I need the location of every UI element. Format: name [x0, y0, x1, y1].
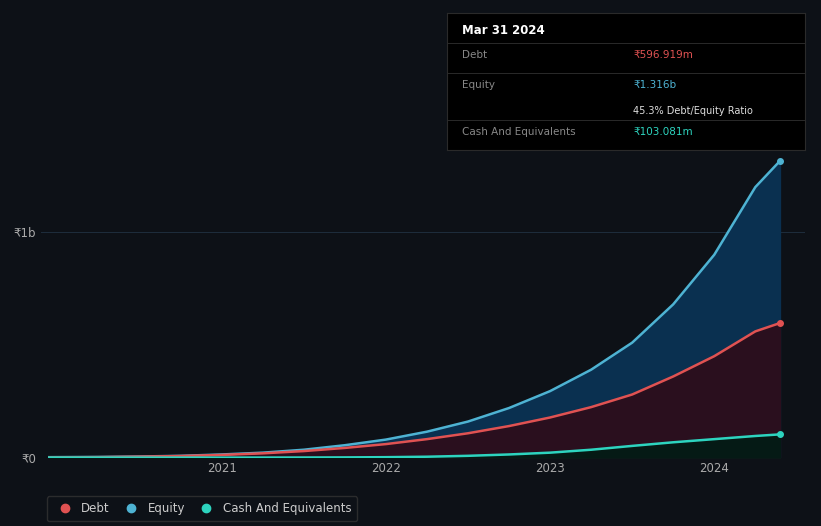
- Text: Cash And Equivalents: Cash And Equivalents: [461, 127, 576, 137]
- Text: 45.3% Debt/Equity Ratio: 45.3% Debt/Equity Ratio: [633, 106, 753, 116]
- Legend: Debt, Equity, Cash And Equivalents: Debt, Equity, Cash And Equivalents: [47, 497, 357, 521]
- Text: Mar 31 2024: Mar 31 2024: [461, 24, 544, 37]
- Text: ₹1.316b: ₹1.316b: [633, 80, 677, 90]
- Text: Debt: Debt: [461, 50, 487, 60]
- Text: ₹103.081m: ₹103.081m: [633, 127, 693, 137]
- Text: Equity: Equity: [461, 80, 495, 90]
- Text: ₹596.919m: ₹596.919m: [633, 50, 693, 60]
